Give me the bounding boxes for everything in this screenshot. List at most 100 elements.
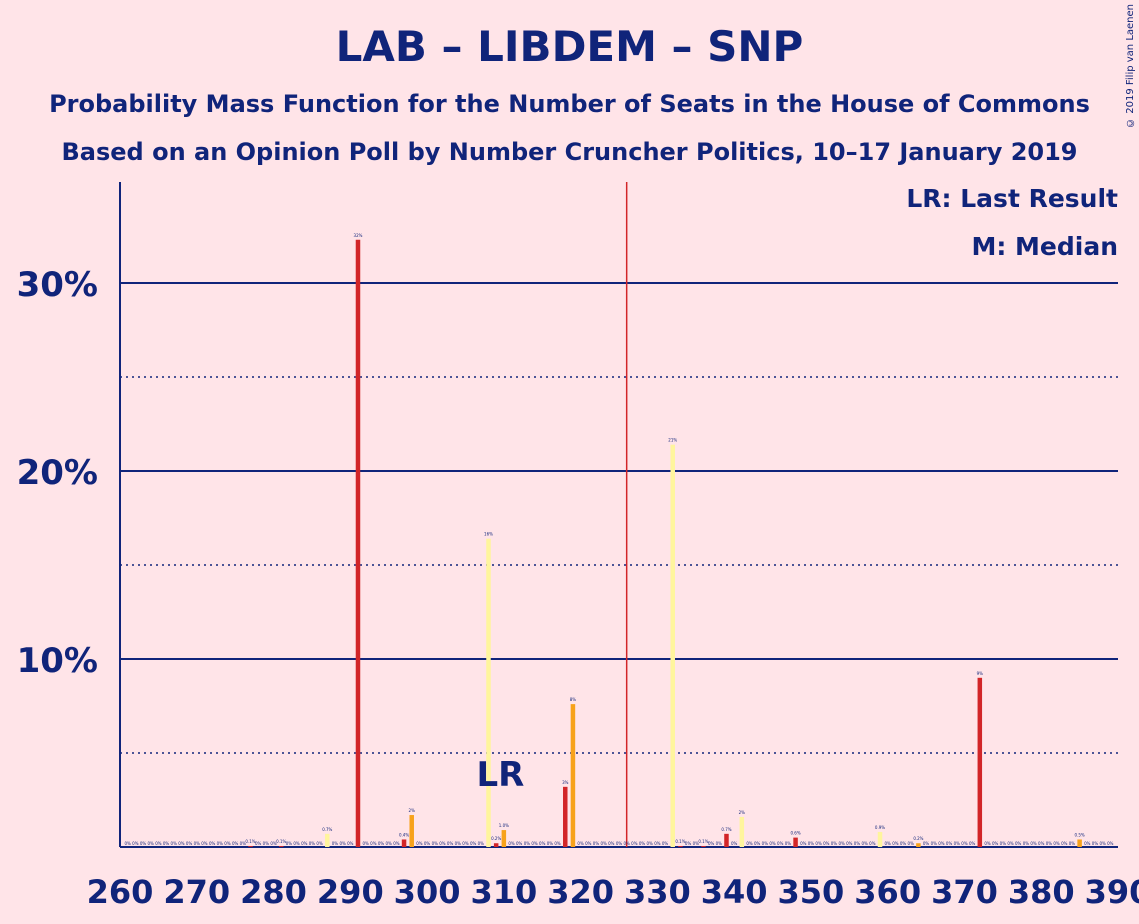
zero-data-label: 0% <box>539 841 546 846</box>
zero-data-label: 0% <box>386 841 393 846</box>
x-tick-label: 350 <box>778 873 845 911</box>
bar-seat-298 <box>409 815 414 847</box>
zero-data-label: 0% <box>178 841 185 846</box>
zero-data-label: 0% <box>639 841 646 846</box>
bar-seat-287 <box>325 833 330 847</box>
zero-data-label: 0% <box>1069 841 1076 846</box>
x-tick-label: 380 <box>1008 873 1075 911</box>
zero-data-label: 0% <box>608 841 615 846</box>
zero-data-label: 0% <box>148 841 155 846</box>
zero-data-label: 0% <box>961 841 968 846</box>
bar-data-label: 0.5% <box>1075 832 1085 837</box>
x-tick-label: 270 <box>163 873 230 911</box>
zero-data-label: 0% <box>815 841 822 846</box>
bar-data-label: 2% <box>739 810 746 815</box>
zero-data-label: 0% <box>547 841 554 846</box>
zero-data-label: 0% <box>194 841 201 846</box>
zero-data-label: 0% <box>232 841 239 846</box>
zero-data-label: 0% <box>508 841 515 846</box>
zero-data-label: 0% <box>631 841 638 846</box>
bar-data-label: 0.2% <box>491 836 501 841</box>
bar-seat-281 <box>278 846 284 847</box>
bar-data-label: 0.1% <box>675 839 685 844</box>
zero-data-label: 0% <box>800 841 807 846</box>
zero-data-label: 0% <box>938 841 945 846</box>
bar-seat-291 <box>355 239 361 847</box>
zero-data-label: 0% <box>754 841 761 846</box>
zero-data-label: 0% <box>900 841 907 846</box>
zero-data-label: 0% <box>854 841 861 846</box>
zero-data-label: 0% <box>201 841 208 846</box>
x-tick-label: 310 <box>470 873 537 911</box>
zero-data-label: 0% <box>309 841 316 846</box>
zero-data-label: 0% <box>585 841 592 846</box>
zero-data-label: 0% <box>316 841 323 846</box>
zero-data-label: 0% <box>155 841 162 846</box>
zero-data-label: 0% <box>1084 841 1091 846</box>
zero-data-label: 0% <box>171 841 178 846</box>
zero-data-label: 0% <box>531 841 538 846</box>
zero-data-label: 0% <box>969 841 976 846</box>
zero-data-label: 0% <box>140 841 147 846</box>
bar-seat-319 <box>570 704 576 847</box>
zero-data-label: 0% <box>478 841 485 846</box>
zero-data-label: 0% <box>1092 841 1099 846</box>
bar-seat-364 <box>916 843 921 847</box>
zero-data-label: 0% <box>861 841 868 846</box>
x-tick-label: 370 <box>931 873 998 911</box>
zero-data-label: 0% <box>217 841 224 846</box>
zero-data-label: 0% <box>746 841 753 846</box>
x-tick-label: 290 <box>317 873 384 911</box>
bar-seat-385 <box>1077 839 1082 847</box>
zero-data-label: 0% <box>516 841 523 846</box>
bar-data-label: 0.1% <box>245 839 255 844</box>
zero-data-label: 0% <box>693 841 700 846</box>
zero-data-label: 0% <box>524 841 531 846</box>
zero-data-label: 0% <box>708 841 715 846</box>
bar-seat-341 <box>739 816 745 847</box>
zero-data-label: 0% <box>1030 841 1037 846</box>
zero-data-label: 0% <box>347 841 354 846</box>
last-result-marker: LR <box>476 755 524 795</box>
bar-seat-309 <box>493 843 499 847</box>
zero-data-label: 0% <box>777 841 784 846</box>
zero-data-label: 0% <box>647 841 654 846</box>
x-tick-label: 300 <box>394 873 461 911</box>
legend-last-result: LR: Last Result <box>906 184 1118 213</box>
zero-data-label: 0% <box>1061 841 1068 846</box>
zero-data-label: 0% <box>124 841 131 846</box>
zero-data-label: 0% <box>908 841 915 846</box>
bar-seat-339 <box>724 833 729 847</box>
bar-seat-336 <box>701 846 706 847</box>
bar-data-label: 21% <box>668 438 677 443</box>
zero-data-label: 0% <box>439 841 446 846</box>
zero-data-label: 0% <box>831 841 838 846</box>
zero-data-label: 0% <box>992 841 999 846</box>
bar-seat-318 <box>563 786 568 847</box>
zero-data-label: 0% <box>339 841 346 846</box>
bar-seat-297 <box>401 839 407 847</box>
zero-data-label: 0% <box>255 841 262 846</box>
bar-data-label: 0.7% <box>721 827 731 832</box>
zero-data-label: 0% <box>769 841 776 846</box>
zero-data-label: 0% <box>554 841 561 846</box>
zero-data-label: 0% <box>455 841 462 846</box>
zero-data-label: 0% <box>186 841 193 846</box>
y-tick-label: 30% <box>17 265 98 305</box>
poll-description: Based on an Opinion Poll by Number Crunc… <box>61 138 1078 166</box>
zero-data-label: 0% <box>984 841 991 846</box>
zero-data-label: 0% <box>762 841 769 846</box>
zero-data-label: 0% <box>332 841 339 846</box>
x-tick-label: 280 <box>240 873 307 911</box>
zero-data-label: 0% <box>577 841 584 846</box>
bar-seat-332 <box>670 444 675 847</box>
zero-data-label: 0% <box>209 841 216 846</box>
zero-data-label: 0% <box>885 841 892 846</box>
zero-data-label: 0% <box>224 841 231 846</box>
zero-data-label: 0% <box>662 841 669 846</box>
x-tick-label: 390 <box>1085 873 1139 911</box>
zero-data-label: 0% <box>1007 841 1014 846</box>
zero-data-label: 0% <box>362 841 369 846</box>
legend-median: M: Median <box>971 232 1118 261</box>
